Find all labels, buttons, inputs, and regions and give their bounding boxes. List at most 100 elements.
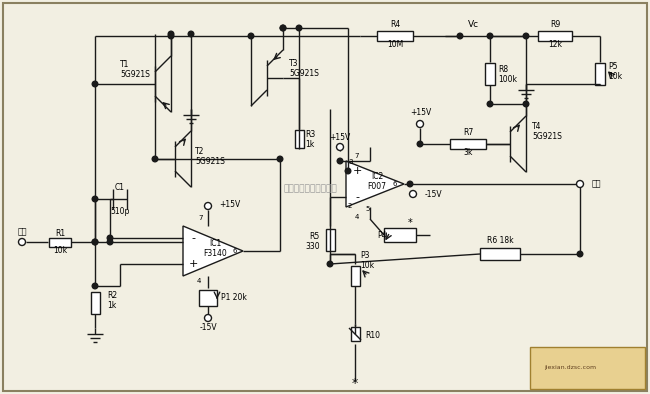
Text: 6: 6 — [233, 248, 237, 254]
Text: R4: R4 — [390, 19, 400, 28]
Text: IC1: IC1 — [209, 238, 221, 247]
Text: 5G921S: 5G921S — [289, 69, 319, 78]
Text: *: * — [352, 377, 358, 390]
Text: 输出: 输出 — [592, 180, 601, 188]
Circle shape — [523, 101, 529, 107]
Circle shape — [92, 196, 98, 202]
Text: 4: 4 — [197, 278, 202, 284]
Circle shape — [296, 25, 302, 31]
Circle shape — [280, 25, 286, 31]
Circle shape — [345, 168, 351, 174]
Text: +: + — [188, 259, 198, 269]
Text: T3: T3 — [289, 58, 298, 67]
Text: 3k: 3k — [463, 147, 473, 156]
Text: P5: P5 — [608, 61, 617, 71]
Text: R5: R5 — [310, 232, 320, 240]
Circle shape — [523, 33, 529, 39]
Circle shape — [107, 239, 113, 245]
Text: 100k: 100k — [498, 74, 517, 84]
Text: 6: 6 — [393, 181, 397, 187]
Text: 330: 330 — [306, 242, 320, 251]
Circle shape — [188, 31, 194, 37]
Text: T1: T1 — [120, 59, 129, 69]
Bar — [480, 248, 520, 260]
Bar — [199, 290, 217, 306]
Text: 5G921S: 5G921S — [532, 132, 562, 141]
Text: 1k: 1k — [107, 301, 116, 310]
Circle shape — [337, 143, 343, 151]
Bar — [595, 63, 605, 85]
Text: Vc: Vc — [468, 19, 479, 28]
Text: *: * — [408, 218, 412, 228]
Circle shape — [18, 238, 25, 245]
Text: 10k: 10k — [608, 71, 622, 80]
Bar — [538, 31, 572, 41]
Text: R10: R10 — [365, 331, 380, 340]
Bar — [294, 130, 304, 148]
Circle shape — [280, 25, 286, 31]
Text: +15V: +15V — [410, 108, 431, 117]
Circle shape — [417, 141, 422, 147]
Text: P3: P3 — [360, 251, 369, 260]
Bar — [450, 139, 486, 149]
Circle shape — [92, 239, 98, 245]
Circle shape — [577, 180, 584, 188]
Bar — [350, 327, 359, 341]
Text: -15V: -15V — [199, 323, 217, 333]
Circle shape — [168, 33, 174, 39]
Text: 输入: 输入 — [18, 227, 27, 236]
Text: P1 20k: P1 20k — [221, 294, 247, 303]
Text: IC2: IC2 — [371, 171, 383, 180]
Text: -: - — [355, 192, 359, 202]
Bar — [350, 266, 359, 286]
Circle shape — [205, 203, 211, 210]
Text: T2: T2 — [195, 147, 204, 156]
Text: 5: 5 — [366, 206, 370, 212]
Text: 5G921S: 5G921S — [120, 69, 150, 78]
Circle shape — [205, 314, 211, 322]
Text: R8: R8 — [498, 65, 508, 74]
Circle shape — [488, 101, 493, 107]
Circle shape — [417, 121, 424, 128]
Text: -15V: -15V — [425, 190, 443, 199]
Circle shape — [410, 191, 417, 197]
Polygon shape — [183, 226, 243, 276]
Text: 5G921S: 5G921S — [195, 156, 225, 165]
Circle shape — [107, 235, 113, 241]
Circle shape — [407, 181, 413, 187]
Circle shape — [152, 156, 158, 162]
Circle shape — [327, 261, 333, 267]
Bar — [326, 229, 335, 251]
Text: F007: F007 — [367, 182, 387, 191]
Circle shape — [248, 33, 254, 39]
Circle shape — [577, 251, 583, 257]
Text: 510p: 510p — [111, 206, 130, 216]
Text: C1: C1 — [115, 182, 125, 191]
Text: 2: 2 — [348, 203, 352, 209]
Text: R2: R2 — [107, 292, 117, 301]
Circle shape — [337, 158, 343, 164]
Text: 7: 7 — [199, 215, 203, 221]
Circle shape — [277, 156, 283, 162]
Bar — [90, 292, 99, 314]
Text: T4: T4 — [532, 121, 541, 130]
Text: 杭州精睵科技有限公司: 杭州精睵科技有限公司 — [283, 184, 337, 193]
Text: R1: R1 — [55, 229, 65, 238]
Text: 1k: 1k — [305, 139, 314, 149]
Text: +15V: +15V — [219, 199, 240, 208]
Text: 4: 4 — [355, 214, 359, 220]
Text: 7: 7 — [355, 153, 359, 159]
Text: P4: P4 — [377, 230, 387, 240]
Bar — [485, 63, 495, 85]
Circle shape — [92, 239, 98, 245]
Bar — [530, 347, 645, 389]
Circle shape — [92, 81, 98, 87]
Circle shape — [92, 283, 98, 289]
Text: 3: 3 — [348, 159, 352, 165]
Text: F3140: F3140 — [203, 249, 227, 258]
Polygon shape — [346, 161, 404, 207]
Text: R9: R9 — [550, 19, 560, 28]
Text: +: + — [352, 166, 361, 176]
Text: 10k: 10k — [53, 245, 67, 255]
Circle shape — [168, 31, 174, 37]
